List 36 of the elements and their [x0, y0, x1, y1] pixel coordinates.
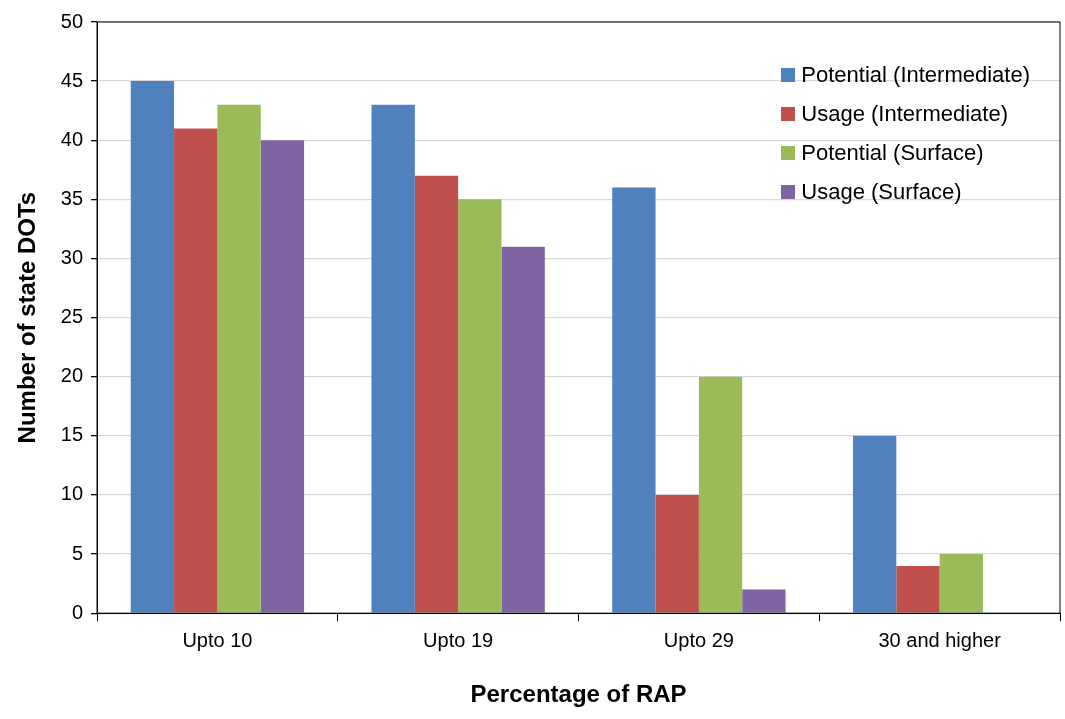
y-tick-label: 50: [60, 9, 84, 32]
bar: [852, 435, 897, 613]
y-tick-label: 25: [60, 305, 84, 328]
bar: [130, 81, 175, 613]
bar: [612, 187, 656, 613]
bar: [371, 104, 415, 613]
x-tick-label: Upto 29: [663, 628, 734, 651]
bar: [458, 199, 502, 613]
legend-label: Usage (Surface): [801, 179, 962, 205]
y-tick-label: 45: [60, 68, 84, 91]
y-tick-label: 40: [60, 127, 84, 150]
x-tick-label: 30 and higher: [878, 628, 1002, 651]
bar: [260, 140, 305, 613]
legend-label: Potential (Surface): [801, 140, 984, 166]
bar: [655, 494, 699, 613]
y-tick-label: 15: [60, 423, 84, 446]
bar: [896, 565, 940, 613]
bar: [939, 554, 983, 613]
y-tick-label: 0: [71, 600, 84, 623]
y-tick-label: 30: [60, 246, 84, 268]
bar: [742, 589, 786, 613]
x-tick-label: Upto 19: [423, 628, 494, 651]
legend-label: Usage (Intermediate): [801, 101, 1008, 127]
bar: [698, 376, 743, 613]
y-tick-label: 5: [71, 541, 84, 564]
y-tick-label: 35: [60, 186, 84, 209]
bar: [414, 175, 459, 613]
bar: [174, 128, 218, 613]
x-axis-title: Percentage of RAP: [470, 680, 687, 708]
y-tick-label: 10: [60, 482, 84, 505]
bar: [501, 246, 545, 613]
legend-label: Potential (Intermediate): [801, 62, 1030, 88]
y-tick-label: 20: [60, 364, 84, 387]
x-tick-label: Upto 10: [182, 628, 253, 651]
y-axis-title: Number of state DOTs: [13, 191, 41, 444]
bar: [217, 104, 261, 613]
